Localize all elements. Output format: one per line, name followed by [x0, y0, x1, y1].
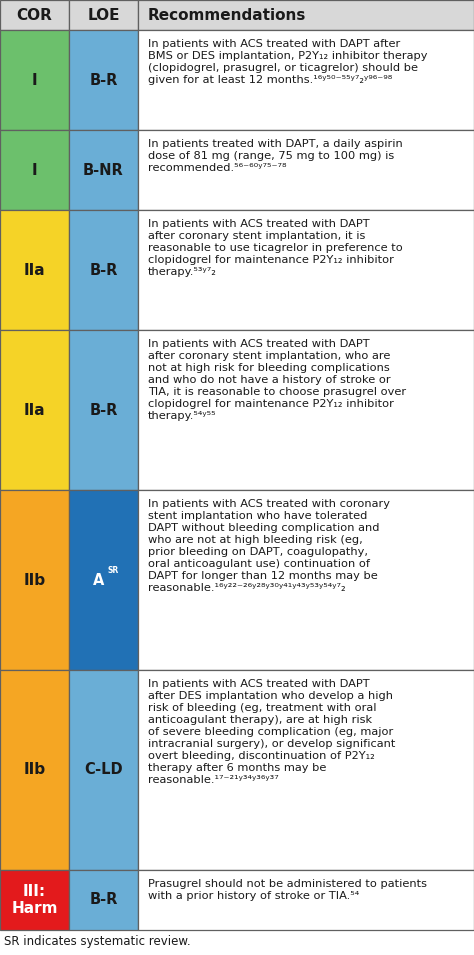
- Bar: [69, 30, 138, 130]
- Text: I: I: [32, 162, 37, 178]
- Text: COR: COR: [17, 8, 53, 23]
- Bar: [0, 670, 69, 870]
- Text: IIb: IIb: [23, 573, 46, 587]
- Bar: [138, 670, 474, 870]
- Bar: [69, 330, 138, 490]
- Text: In patients with ACS treated with DAPT
after DES implantation who develop a high: In patients with ACS treated with DAPT a…: [148, 679, 395, 785]
- Bar: [0, 870, 69, 930]
- Bar: [0, 30, 69, 130]
- Text: In patients with ACS treated with DAPT
after coronary stent implantation, who ar: In patients with ACS treated with DAPT a…: [148, 339, 406, 421]
- Bar: [138, 0, 474, 30]
- Text: Recommendations: Recommendations: [148, 8, 306, 23]
- Bar: [69, 210, 138, 330]
- Text: Prasugrel should not be administered to patients
with a prior history of stroke : Prasugrel should not be administered to …: [148, 879, 427, 901]
- Bar: [69, 490, 138, 670]
- Text: B-R: B-R: [89, 73, 118, 88]
- Bar: [0, 130, 69, 210]
- Text: LOE: LOE: [87, 8, 120, 23]
- Bar: [138, 490, 474, 670]
- Bar: [0, 330, 69, 490]
- Bar: [138, 130, 474, 210]
- Text: SR indicates systematic review.: SR indicates systematic review.: [4, 935, 191, 948]
- Bar: [69, 670, 138, 870]
- Bar: [138, 210, 474, 330]
- Text: III:
Harm: III: Harm: [11, 883, 58, 916]
- Text: In patients with ACS treated with DAPT after
BMS or DES implantation, P2Y₁₂ inhi: In patients with ACS treated with DAPT a…: [148, 39, 428, 85]
- Bar: [69, 870, 138, 930]
- Text: B-R: B-R: [89, 403, 118, 417]
- Text: IIb: IIb: [23, 762, 46, 777]
- Text: IIa: IIa: [24, 263, 46, 278]
- Text: B-R: B-R: [89, 263, 118, 278]
- Text: SR: SR: [108, 565, 119, 575]
- Text: I: I: [32, 73, 37, 88]
- Bar: [0, 0, 69, 30]
- Text: IIa: IIa: [24, 403, 46, 417]
- Text: B-NR: B-NR: [83, 162, 124, 178]
- Text: In patients with ACS treated with DAPT
after coronary stent implantation, it is
: In patients with ACS treated with DAPT a…: [148, 220, 403, 277]
- Bar: [0, 490, 69, 670]
- Text: A: A: [93, 573, 104, 587]
- Text: In patients with ACS treated with coronary
stent implantation who have tolerated: In patients with ACS treated with corona…: [148, 499, 390, 593]
- Text: In patients treated with DAPT, a daily aspirin
dose of 81 mg (range, 75 mg to 10: In patients treated with DAPT, a daily a…: [148, 139, 403, 173]
- Bar: [69, 130, 138, 210]
- Bar: [138, 870, 474, 930]
- Bar: [69, 0, 138, 30]
- Bar: [138, 330, 474, 490]
- Text: C-LD: C-LD: [84, 762, 123, 777]
- Bar: [138, 30, 474, 130]
- Bar: [0, 210, 69, 330]
- Text: B-R: B-R: [89, 892, 118, 907]
